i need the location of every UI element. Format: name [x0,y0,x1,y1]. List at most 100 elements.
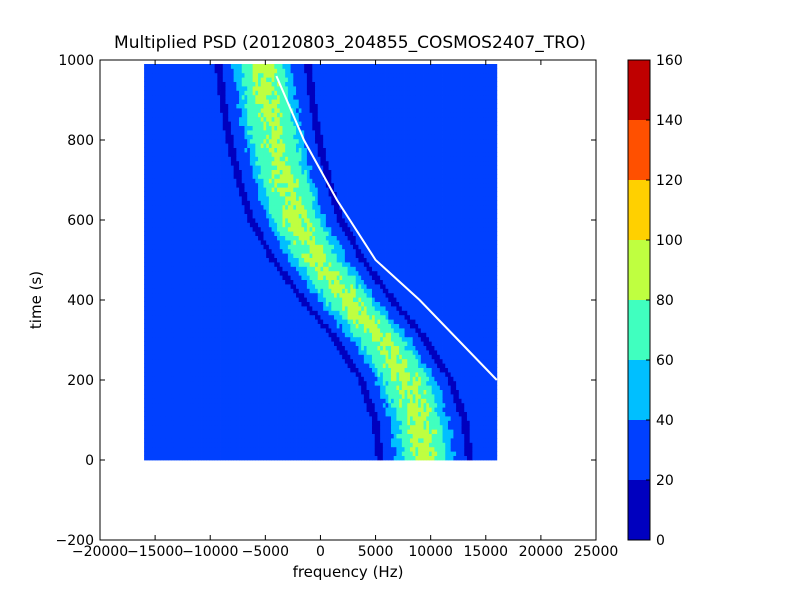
heatmap-cell [173,332,178,338]
heatmap-cell [401,389,405,395]
heatmap-cell [464,442,468,448]
heatmap-cell [168,345,172,351]
heatmap-cell [412,446,416,452]
heatmap-cell [377,389,381,395]
heatmap-cell [428,306,433,311]
heatmap-cell [260,323,264,329]
heatmap-cell [247,451,251,456]
heatmap-cell [347,398,351,404]
heatmap-cell [437,446,441,452]
heatmap-cell [325,336,329,342]
heatmap-cell [244,380,248,386]
heatmap-cell [361,306,365,311]
heatmap-cell [233,416,237,421]
heatmap-cell [277,350,281,355]
heatmap-cell [374,292,378,298]
heatmap-cell [494,332,498,338]
heatmap-cell [266,455,270,461]
heatmap-cell [220,455,224,461]
heatmap-cell [249,319,254,324]
heatmap-cell [347,306,351,311]
heatmap-cell [477,341,481,346]
heatmap-cell [355,429,359,434]
heatmap-cell [298,336,302,342]
heatmap-cell [469,455,473,461]
heatmap-cell [247,345,251,351]
heatmap-cell [355,385,359,390]
heatmap-cell [184,424,188,430]
heatmap-cell [339,336,343,342]
heatmap-cell [434,429,438,434]
heatmap-cell [355,336,359,342]
heatmap-cell [350,297,354,302]
heatmap-cell [363,345,367,351]
heatmap-cell [485,306,490,311]
heatmap-cell [388,424,392,430]
heatmap-cell [195,332,199,338]
heatmap-cell [187,354,191,360]
heatmap-cell [252,363,256,368]
heatmap-cell [428,442,433,448]
heatmap-cell [157,354,161,360]
heatmap-cell [252,394,256,399]
heatmap-cell [282,446,286,452]
heatmap-cell [290,442,294,448]
heatmap-cell [369,411,373,417]
heatmap-cell [390,328,395,333]
heatmap-cell [412,328,416,333]
heatmap-cell [336,306,340,311]
heatmap-cell [420,380,424,386]
heatmap-cell [374,336,378,342]
heatmap-cell [361,411,365,417]
heatmap-cell [230,350,235,355]
heatmap-cell [301,398,305,404]
heatmap-cell [336,292,340,298]
heatmap-cell [241,292,245,298]
heatmap-cell [491,416,495,421]
heatmap-cell [230,420,235,426]
heatmap-cell [464,385,468,390]
heatmap-cell [214,438,218,443]
heatmap-cell [168,411,172,417]
heatmap-cell [431,297,435,302]
heatmap-cell [385,402,389,408]
heatmap-cell [222,424,226,430]
heatmap-cell [488,376,492,382]
heatmap-cell [458,363,462,368]
heatmap-cell [277,297,281,302]
heatmap-cell [252,442,256,448]
heatmap-cell [228,424,232,430]
heatmap-cell [190,345,194,351]
heatmap-cell [374,446,378,452]
heatmap-cell [168,420,172,426]
heatmap-cell [369,446,373,452]
heatmap-cell [225,424,229,430]
heatmap-cell [401,455,405,461]
heatmap-cell [271,350,275,355]
heatmap-cell [404,332,408,338]
heatmap-cell [266,438,270,443]
heatmap-cell [396,306,400,311]
heatmap-cell [331,380,335,386]
heatmap-cell [485,319,490,324]
heatmap-cell [190,455,194,461]
heatmap-cell [447,354,452,360]
heatmap-cell [244,385,248,390]
heatmap-cell [382,394,386,399]
heatmap-cell [426,332,430,338]
heatmap-cell [475,433,479,439]
heatmap-cell [157,394,161,399]
heatmap-cell [165,301,169,307]
heatmap-cell [290,389,294,395]
heatmap-cell [369,310,373,316]
heatmap-cell [353,306,357,311]
heatmap-cell [415,332,419,338]
heatmap-cell [483,420,487,426]
heatmap-cell [163,301,167,307]
heatmap-cell [282,442,286,448]
heatmap-cell [176,367,180,373]
heatmap-cell [458,372,462,377]
heatmap-cell [328,385,332,390]
heatmap-cell [369,292,373,298]
heatmap-cell [277,367,281,373]
